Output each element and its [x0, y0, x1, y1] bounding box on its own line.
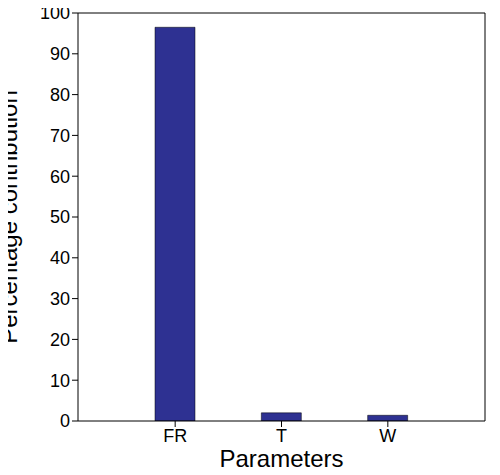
svg-text:50: 50 — [50, 207, 70, 227]
svg-text:0: 0 — [60, 411, 70, 431]
svg-text:20: 20 — [50, 330, 70, 350]
svg-text:FR: FR — [163, 426, 187, 446]
svg-text:70: 70 — [50, 126, 70, 146]
svg-text:Percentage contribution: Percentage contribution — [8, 90, 22, 344]
svg-text:60: 60 — [50, 167, 70, 187]
svg-text:Parameters: Parameters — [219, 445, 343, 467]
svg-text:30: 30 — [50, 289, 70, 309]
svg-text:80: 80 — [50, 85, 70, 105]
svg-text:100: 100 — [40, 8, 70, 23]
svg-text:90: 90 — [50, 44, 70, 64]
svg-text:W: W — [379, 426, 396, 446]
svg-text:40: 40 — [50, 248, 70, 268]
svg-text:T: T — [276, 426, 287, 446]
svg-text:10: 10 — [50, 371, 70, 391]
